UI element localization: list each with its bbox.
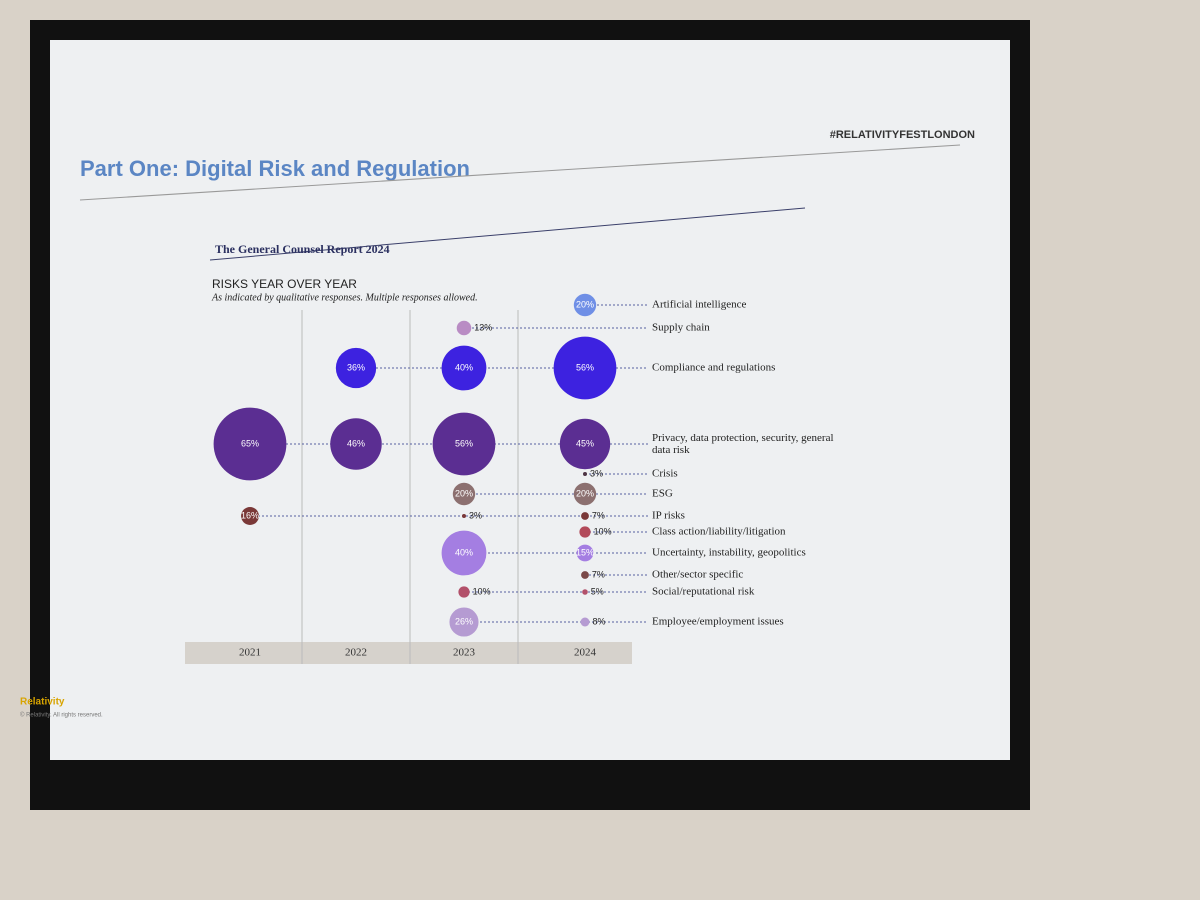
bubble [452,482,476,506]
value-label: 20% [576,488,594,498]
rule [209,207,806,261]
series-label: Other/sector specific [652,569,743,581]
bubble [582,589,588,595]
value-label: 7% [592,569,605,579]
value-label: 16% [241,510,259,520]
value-label: 10% [473,586,491,596]
x-tick-label: 2024 [574,647,597,659]
bubble [330,418,382,470]
bubble [441,345,487,391]
value-label: 15% [576,547,594,557]
bubble [456,320,472,336]
slide-heading: Part One: Digital Risk and Regulation [80,156,470,181]
slide [50,40,1010,760]
value-label: 20% [455,488,473,498]
bubble [432,412,496,476]
series-label: Employee/employment issues [652,616,784,628]
value-label: 45% [576,438,594,448]
value-label: 40% [455,547,473,557]
value-label: 3% [590,468,603,478]
bubble [462,514,466,518]
bubble [579,526,591,538]
series-label: Uncertainty, instability, geopolitics [652,547,806,559]
value-label: 40% [455,362,473,372]
bubble [581,571,589,579]
bubble [576,544,594,562]
bubble [559,418,611,470]
rule [79,144,961,201]
bubble [573,482,597,506]
copyright: © Relativity. All rights reserved. [20,712,103,719]
value-label: 56% [576,362,594,372]
x-tick-label: 2023 [453,647,476,659]
year-band [185,642,632,664]
value-label: 26% [455,616,473,626]
chart-subtitle: As indicated by qualitative responses. M… [211,292,478,303]
bubble [553,336,617,400]
value-label: 8% [592,616,605,626]
bubble [458,586,470,598]
series-label: IP risks [652,510,685,522]
bubble [213,407,287,481]
value-label: 13% [474,322,492,332]
report-title: The General Counsel Report 2024 [215,242,390,256]
value-label: 36% [347,362,365,372]
series-label: Artificial intelligence [652,299,746,311]
series-label: Supply chain [652,322,710,334]
series-label: ESG [652,488,673,500]
series-label: Privacy, data protection, security, gene… [652,432,834,456]
value-label: 3% [469,510,482,520]
x-tick-label: 2022 [345,647,367,659]
brand: Relativity [20,697,65,708]
x-tick-label: 2021 [239,647,261,659]
bubble [580,617,590,627]
series-label: Social/reputational risk [652,586,755,598]
value-label: 7% [592,510,605,520]
bubble [335,347,377,389]
chart-title: RISKS YEAR OVER YEAR [212,277,357,291]
bubble [573,293,597,317]
bubble [441,530,487,576]
bubble [449,607,479,637]
bubble [581,512,589,520]
bubble [241,507,259,525]
value-label: 10% [594,526,612,536]
plot: 2021 2022 2023 2024 20% Artificial intelligen… [185,293,834,664]
value-label: 56% [455,438,473,448]
bubble [583,472,587,476]
series-label: Crisis [652,468,678,480]
value-label: 65% [241,438,259,448]
value-label: 5% [591,586,604,596]
value-label: 46% [347,438,365,448]
hashtag: #RELATIVITYFESTLONDON [830,129,975,141]
value-label: 20% [576,299,594,309]
series-label: Compliance and regulations [652,362,775,374]
series-label: Class action/liability/litigation [652,526,786,538]
